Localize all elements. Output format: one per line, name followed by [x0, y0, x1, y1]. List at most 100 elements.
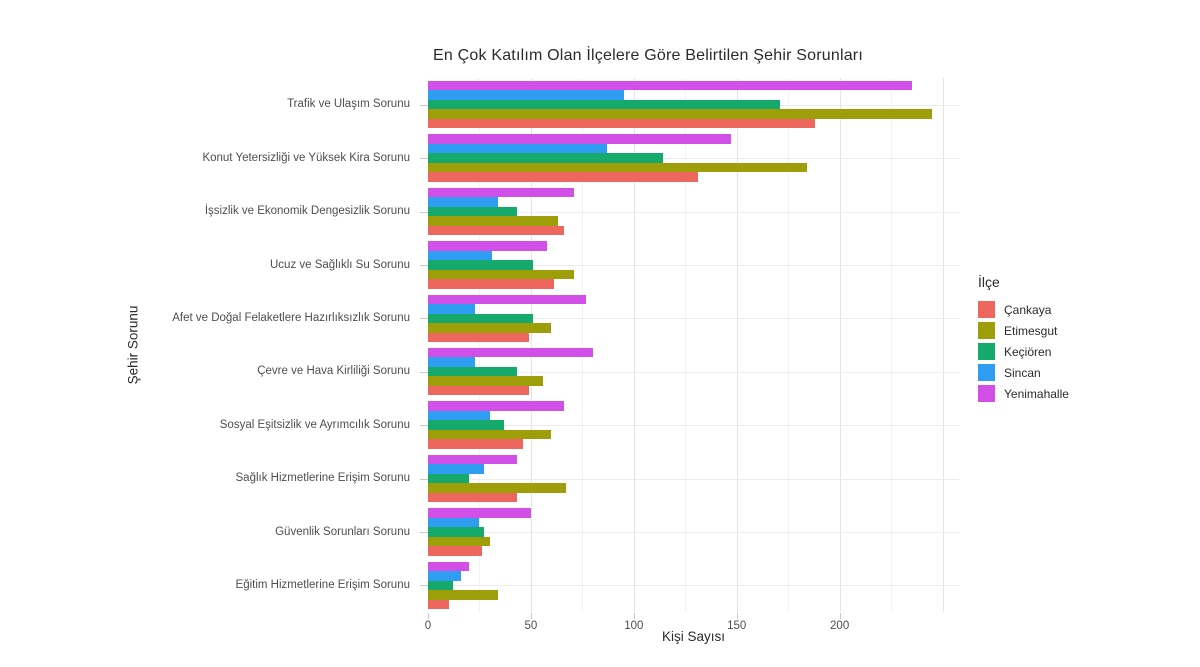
y-axis-label-text: Çevre ve Hava Kirliliği Sorunu [257, 365, 410, 378]
bar-etimesgut [428, 376, 544, 386]
bar-yenimahalle [428, 454, 517, 465]
y-axis-label: Eğitim Hizmetlerine Erişim Sorunu [0, 559, 428, 612]
x-tick-mark [428, 613, 429, 619]
gridline-horizontal [428, 158, 959, 160]
bar-yenimahalle [428, 508, 531, 518]
legend-label: Çankaya [1004, 302, 1052, 317]
bar--ankaya [428, 332, 529, 343]
gridline-horizontal [428, 531, 959, 533]
y-axis-label-text: Afet ve Doğal Felaketlere Hazırlıksızlık… [172, 312, 410, 324]
y-tick-mark [420, 211, 428, 213]
bar-yenimahalle [428, 561, 470, 572]
legend-item: Etimesgut [978, 320, 1069, 341]
bar-yenimahalle [428, 80, 912, 91]
y-axis-label: Sosyal Eşitsizlik ve Ayrımcılık Sorunu [0, 398, 428, 451]
gridline-minor [582, 78, 584, 612]
bar-etimesgut [428, 323, 552, 333]
y-axis-label: Sağlık Hizmetlerine Erişim Sorunu [0, 452, 428, 505]
bar-sincan [428, 357, 476, 367]
bar-group [428, 78, 959, 131]
gridline-horizontal [428, 425, 959, 427]
bar-etimesgut [428, 429, 552, 440]
gridline-horizontal [428, 318, 959, 320]
bar-ke-i-ren [428, 366, 517, 377]
bar-group [428, 185, 959, 238]
bar-group [428, 505, 959, 558]
y-axis-label-text: İşsizlik ve Ekonomik Dengesizlik Sorunu [204, 205, 410, 218]
legend-label: Keçiören [1004, 344, 1052, 359]
bar-yenimahalle [428, 134, 731, 144]
y-tick-mark [420, 425, 428, 427]
gridline-minor [685, 78, 687, 612]
legend: İlçe Çankaya Etimesgut Keçiören Sincan Yenim… [978, 274, 1069, 404]
y-tick-mark [420, 158, 428, 160]
bar-ke-i-ren [428, 153, 663, 163]
bar-ke-i-ren [428, 580, 453, 591]
bar-sincan [428, 571, 461, 581]
y-tick-mark [420, 531, 428, 533]
bar-etimesgut [428, 109, 933, 119]
y-axis-label-text: Trafik ve Ulaşım Sorunu [287, 98, 410, 111]
bar-sincan [428, 410, 490, 421]
bar-ke-i-ren [428, 420, 505, 430]
y-tick-mark [420, 371, 428, 373]
gridline-major [633, 78, 635, 612]
bar-group [428, 398, 959, 451]
y-axis-label: Trafik ve Ulaşım Sorunu [0, 78, 428, 131]
bar-sincan [428, 250, 492, 261]
legend-swatch [978, 322, 995, 339]
bar-group [428, 292, 959, 345]
bar-ke-i-ren [428, 206, 517, 217]
y-tick-mark [420, 104, 428, 106]
y-axis-label: Ucuz ve Sağlıklı Su Sorunu [0, 238, 428, 291]
chart-title: En Çok Katılım Olan İlçelere Göre Belirt… [433, 47, 863, 64]
gridline-horizontal [428, 211, 959, 213]
bar-etimesgut [428, 216, 558, 226]
legend-swatch [978, 343, 995, 360]
bar-ke-i-ren [428, 260, 533, 270]
bar-sincan [428, 464, 484, 474]
bar-yenimahalle [428, 401, 564, 411]
y-axis-labels: Trafik ve Ulaşım Sorunu Konut Yetersizliğ… [0, 78, 428, 612]
bar--ankaya [428, 118, 815, 129]
bar--ankaya [428, 172, 698, 182]
bar-ke-i-ren [428, 99, 780, 110]
gridline-minor [891, 78, 893, 612]
bar-group [428, 345, 959, 398]
x-tick-mark [736, 613, 738, 619]
plot-panel [428, 78, 959, 612]
bar-group [428, 238, 959, 291]
y-axis-label-text: Konut Yetersizliği ve Yüksek Kira Sorunu [202, 151, 410, 164]
y-axis-label-text: Ucuz ve Sağlıklı Su Sorunu [270, 258, 410, 271]
legend-items: Çankaya Etimesgut Keçiören Sincan Yenimahall… [978, 299, 1069, 404]
bar--ankaya [428, 279, 554, 289]
bar--ankaya [428, 546, 482, 556]
legend-item: Yenimahalle [978, 383, 1069, 404]
y-axis-label: Afet ve Doğal Felaketlere Hazırlıksızlık… [0, 292, 428, 345]
bar-etimesgut [428, 483, 566, 493]
legend-label: Yenimahalle [1004, 386, 1069, 401]
bar-ke-i-ren [428, 473, 470, 484]
x-tick-mark [633, 613, 635, 619]
bar--ankaya [428, 599, 449, 610]
bar-sincan [428, 304, 476, 314]
bar-yenimahalle [428, 347, 593, 358]
legend-label: Etimesgut [1004, 323, 1058, 338]
x-tick-label: 200 [830, 620, 850, 632]
y-tick-mark [420, 585, 428, 587]
bar-sincan [428, 143, 608, 154]
gridline-major [839, 78, 841, 612]
bar-yenimahalle [428, 294, 587, 305]
gridline-minor [788, 78, 790, 612]
x-tick-label: 0 [424, 620, 432, 632]
gridline-horizontal [428, 371, 959, 373]
y-axis-label: İşsizlik ve Ekonomik Dengesizlik Sorunu [0, 185, 428, 238]
y-axis-label-text: Sağlık Hizmetlerine Erişim Sorunu [235, 472, 410, 485]
legend-item: Keçiören [978, 341, 1069, 362]
gridline-horizontal [428, 264, 959, 266]
legend-item: Çankaya [978, 299, 1069, 320]
gridline-minor [479, 78, 481, 612]
y-axis-label-text: Güvenlik Sorunları Sorunu [275, 525, 410, 538]
legend-swatch [978, 364, 995, 381]
legend-item: Sincan [978, 362, 1069, 383]
